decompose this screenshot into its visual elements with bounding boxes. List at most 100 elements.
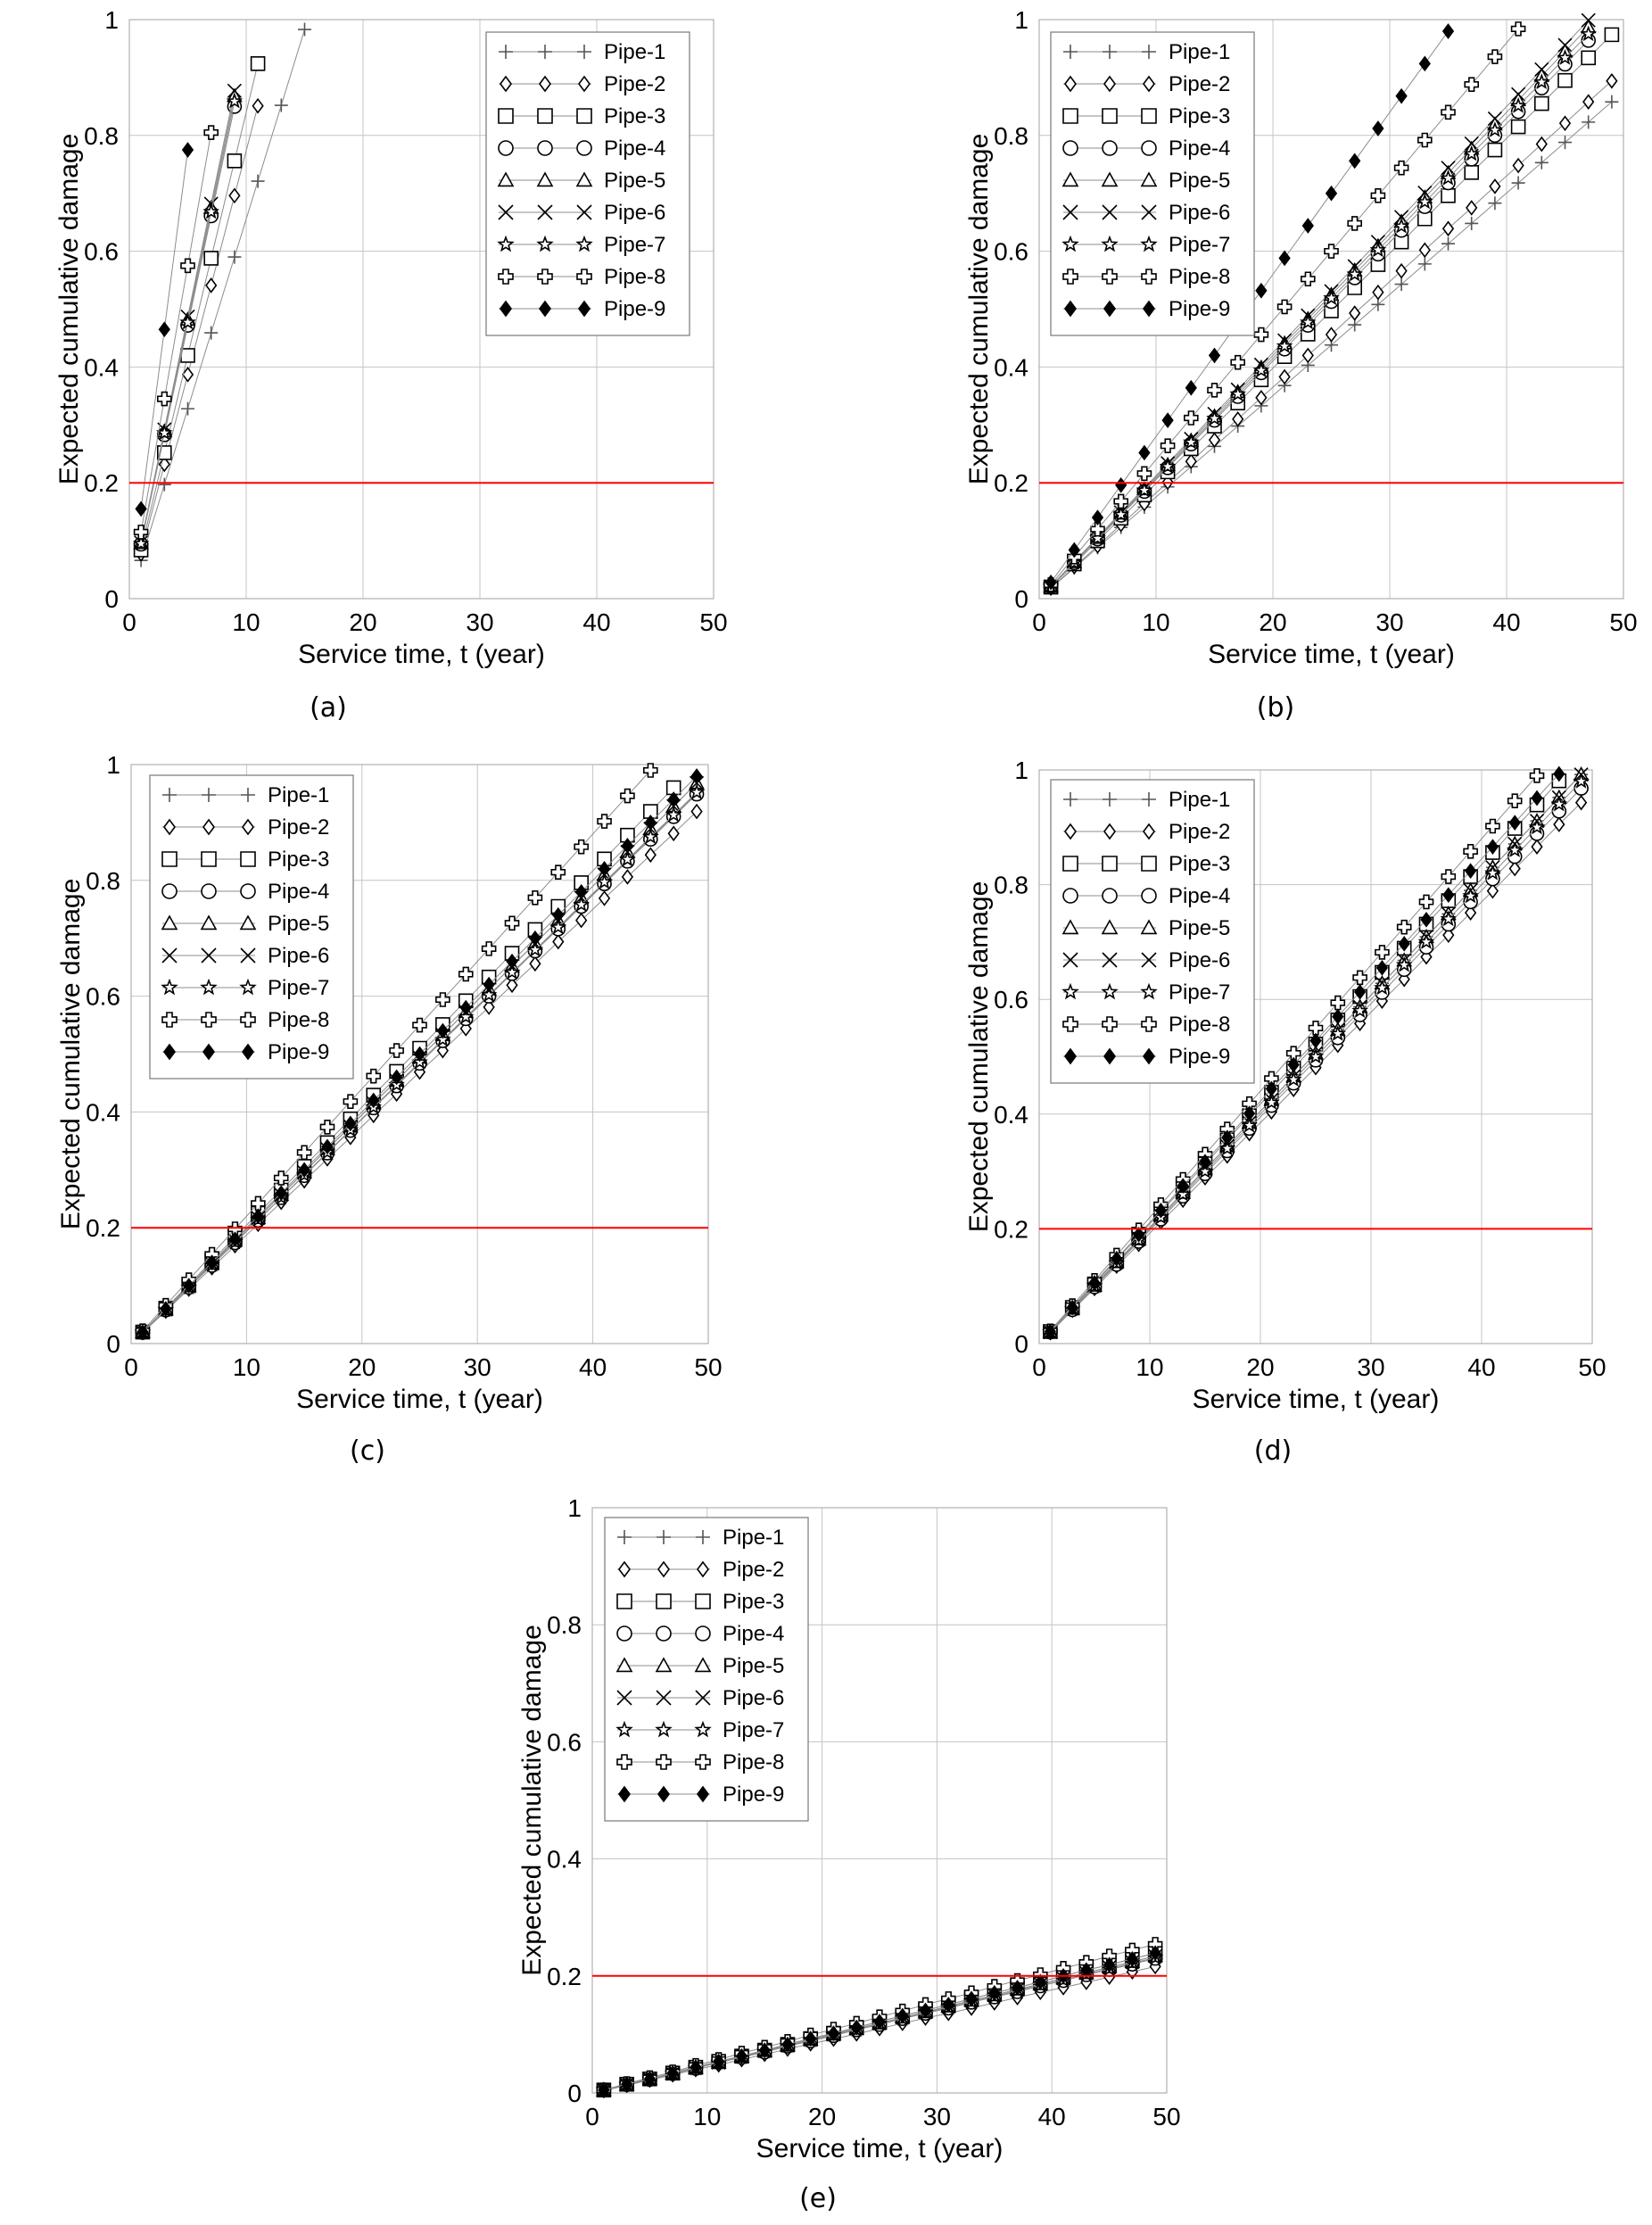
data-point: [298, 22, 311, 37]
legend-label: Pipe-7: [1169, 233, 1230, 257]
legend-marker: [161, 1012, 178, 1028]
legend-entry: Pipe-6: [498, 201, 665, 225]
legend-marker: [499, 45, 513, 59]
legend-marker: [1141, 204, 1157, 220]
data-point: [552, 933, 565, 950]
data-point: [1553, 765, 1565, 782]
data-point: [1241, 1116, 1258, 1133]
legend: Pipe-1 Pipe-2 Pipe-3 Pipe-4 Pipe-5 Pipe-6 Pipe…: [149, 774, 354, 1079]
data-point: [1332, 1008, 1344, 1025]
data-point: [1126, 1950, 1138, 1967]
legend-entry: Pipe-6: [1062, 201, 1230, 225]
x-tick-label: 50: [694, 1353, 722, 1381]
y-tick-label: 0.2: [994, 469, 1028, 497]
legend-marker: [657, 1560, 670, 1578]
legend-marker: [161, 914, 178, 931]
y-tick-label: 0.2: [84, 469, 119, 497]
data-point: [252, 97, 264, 114]
y-tick-label: 0.8: [84, 122, 119, 150]
y-tick-label: 0.6: [84, 238, 119, 266]
legend-marker: [1140, 235, 1158, 252]
data-point: [1531, 839, 1543, 855]
data-point: [1218, 1139, 1236, 1156]
data-point: [1324, 244, 1339, 259]
series-pipe-2: [135, 97, 264, 562]
data-point: [1325, 327, 1338, 343]
legend-marker: [575, 235, 593, 252]
data-point: [1532, 73, 1550, 90]
legend-marker: [1102, 1016, 1118, 1032]
data-point: [1487, 111, 1502, 127]
data-point: [181, 367, 194, 383]
legend-marker: [1140, 982, 1158, 1000]
data-point: [483, 976, 495, 993]
legend-entry: Pipe-1: [1063, 40, 1230, 64]
legend-entry: Pipe-7: [615, 1718, 784, 1742]
data-point: [1138, 444, 1151, 461]
data-point: [1174, 1186, 1192, 1202]
data-point: [1353, 984, 1367, 1000]
data-point: [1395, 262, 1408, 279]
data-point: [988, 1984, 1001, 2001]
data-point: [1044, 1323, 1057, 1340]
legend-marker: [655, 1720, 673, 1738]
data-point: [621, 838, 634, 854]
legend-label: Pipe-6: [268, 944, 329, 968]
x-axis-label: Service time, t (year): [756, 2134, 1004, 2163]
legend-marker: [618, 1785, 631, 1803]
legend-marker: [539, 75, 551, 93]
legend-label: Pipe-5: [268, 912, 329, 936]
data-point: [1605, 95, 1619, 109]
legend-marker: [1062, 888, 1078, 904]
x-axis-label: Service time, t (year): [1208, 640, 1455, 669]
data-point: [181, 142, 194, 158]
data-point: [1417, 211, 1433, 227]
data-point: [873, 2014, 886, 2030]
data-point: [1185, 453, 1197, 470]
data-point: [1149, 1945, 1161, 1962]
data-point: [1161, 412, 1174, 428]
data-point: [1396, 919, 1412, 935]
data-point: [1394, 277, 1408, 292]
legend-marker: [1062, 108, 1078, 124]
data-point: [1509, 96, 1527, 113]
data-point: [1232, 410, 1244, 427]
data-point: [1441, 236, 1455, 251]
series-pipe-8: [1043, 21, 1526, 592]
data-point: [1089, 529, 1106, 546]
legend-label: Pipe-1: [1169, 788, 1230, 812]
data-point: [275, 1185, 287, 1202]
y-tick-label: 0: [104, 585, 119, 613]
legend-entry: Pipe-2: [1063, 820, 1230, 844]
x-tick-label: 10: [233, 1353, 260, 1381]
legend-entry: Pipe-4: [1062, 884, 1230, 908]
legend-marker: [1061, 235, 1079, 252]
legend-marker: [240, 947, 256, 964]
data-point: [827, 2025, 840, 2041]
chart-panel-d: 0 10 20 30 40 50 0 0.2 0.4 0.6 0.8 1 Service time, t…: [964, 757, 1607, 1467]
y-tick-label: 0.8: [86, 867, 120, 895]
legend-label: Pipe-1: [723, 1526, 784, 1550]
data-point: [1535, 136, 1548, 153]
legend-entry: Pipe-7: [1061, 980, 1230, 1005]
data-point: [1511, 87, 1526, 102]
data-point: [1484, 864, 1501, 881]
series-pipe-8: [133, 125, 219, 540]
data-point: [1309, 1032, 1322, 1049]
data-point: [483, 999, 495, 1015]
legend: Pipe-1 Pipe-2 Pipe-3 Pipe-4 Pipe-5 Pipe-6 Pipe…: [604, 1517, 809, 1822]
data-point: [157, 391, 172, 407]
data-point: [252, 1208, 264, 1225]
series-pipe-9: [1044, 765, 1565, 1340]
legend-entry: Pipe-8: [498, 265, 665, 289]
legend-marker: [694, 1720, 712, 1738]
legend-marker: [1061, 919, 1079, 935]
legend-marker: [538, 45, 552, 59]
data-point: [621, 869, 634, 885]
legend-label: Pipe-2: [723, 1558, 784, 1582]
data-point: [1255, 282, 1268, 299]
legend-entry: Pipe-5: [1061, 169, 1230, 193]
data-point: [1301, 271, 1316, 287]
data-point: [1489, 178, 1501, 194]
legend-marker: [656, 1593, 672, 1609]
